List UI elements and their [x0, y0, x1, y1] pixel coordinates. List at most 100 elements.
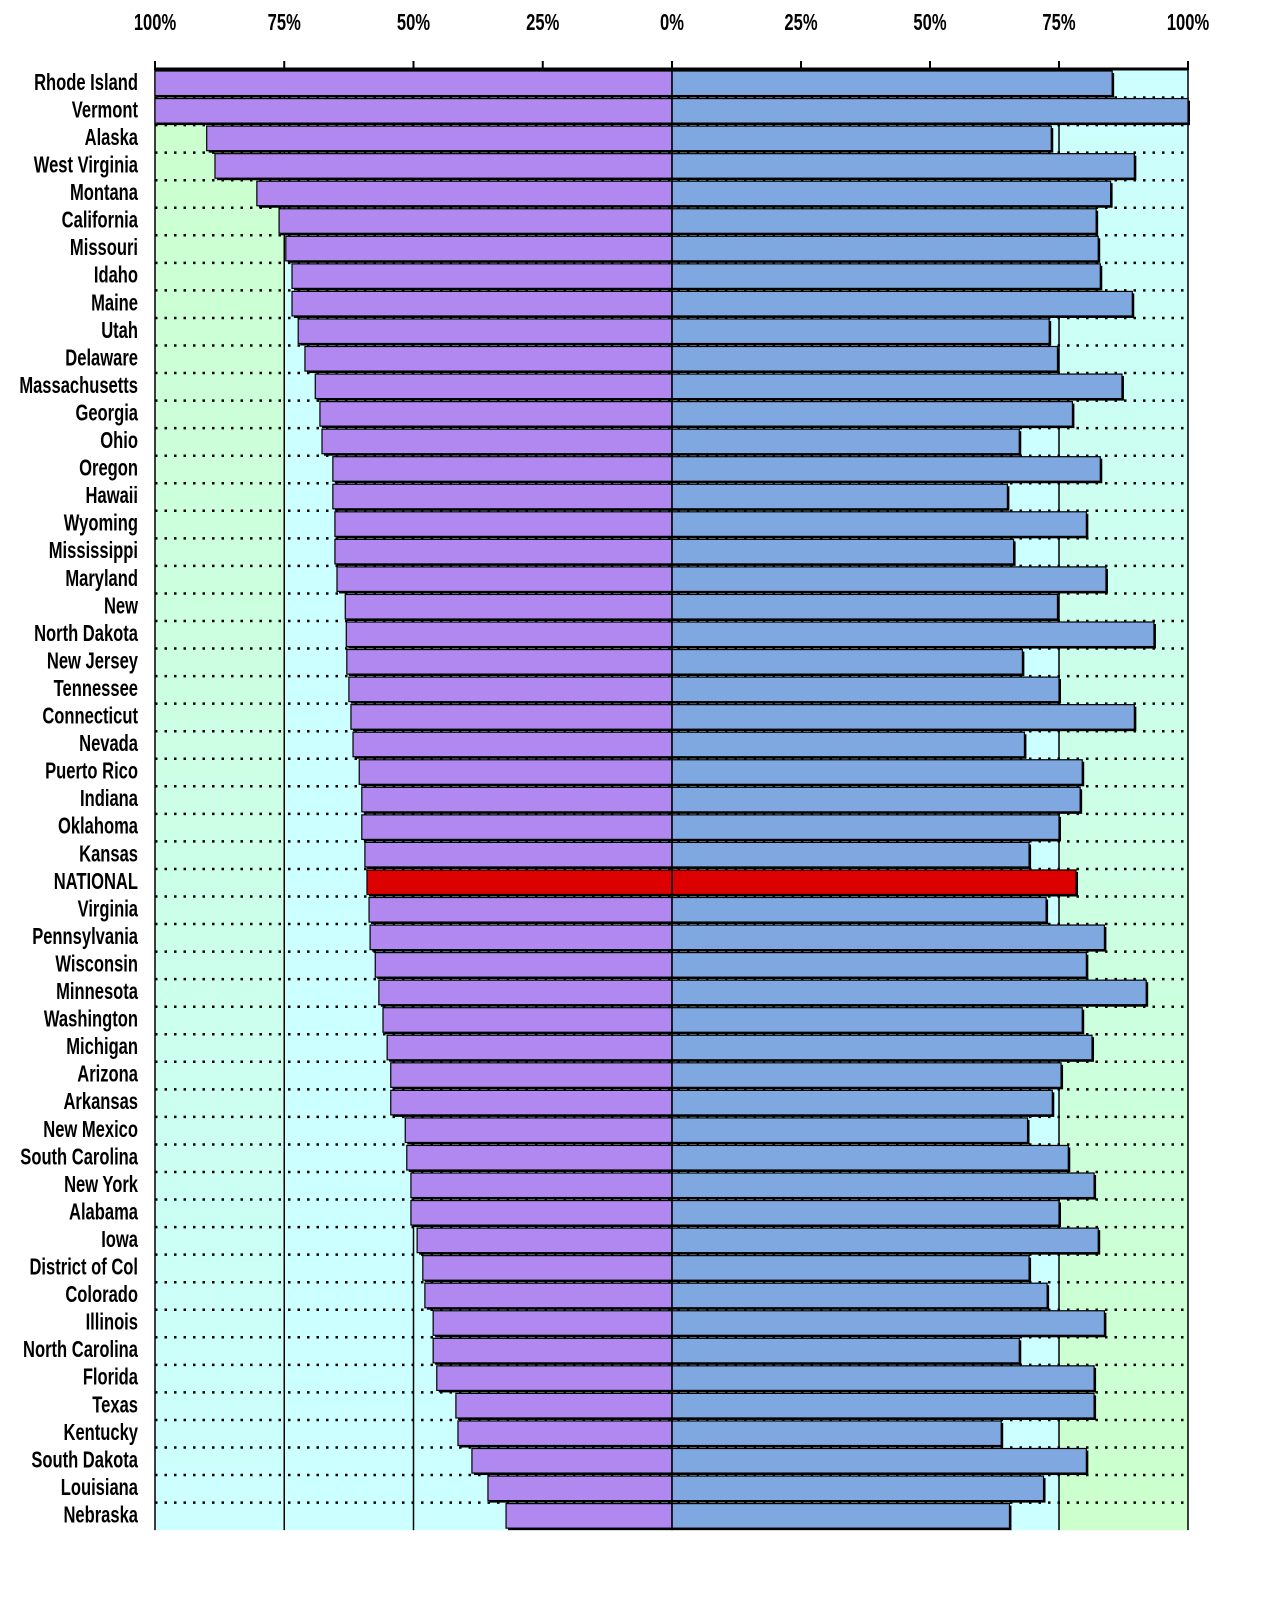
category-label: Missouri: [70, 236, 138, 261]
bar: [671, 1117, 1029, 1144]
category-label: New York: [64, 1172, 139, 1197]
bar: [352, 731, 673, 758]
category-label: Washington: [44, 1007, 138, 1032]
category-label: District of Col: [29, 1255, 138, 1280]
bar: [671, 318, 1050, 345]
bar: [671, 1282, 1048, 1309]
bar: [457, 1420, 673, 1447]
bar: [366, 869, 673, 896]
bar: [206, 125, 673, 152]
bar: [671, 841, 1030, 868]
bar: [671, 180, 1112, 207]
bar: [368, 896, 673, 923]
bar: [671, 1255, 1030, 1281]
bar: [321, 428, 673, 455]
x-tick-label: 75%: [268, 11, 301, 36]
category-label: Iowa: [101, 1227, 139, 1252]
bar: [671, 1199, 1060, 1226]
category-label: Florida: [83, 1365, 139, 1390]
bar: [291, 290, 673, 317]
bar: [285, 235, 673, 262]
category-label: Nevada: [79, 732, 139, 757]
category-label: Mississippi: [49, 539, 138, 564]
bar: [671, 125, 1052, 152]
bar: [671, 1447, 1087, 1474]
bar: [348, 676, 673, 703]
bar: [334, 511, 673, 537]
bar: [291, 263, 673, 290]
category-label: Idaho: [94, 263, 138, 288]
bar: [390, 1062, 673, 1088]
bar: [671, 951, 1087, 978]
bar: [671, 1392, 1095, 1419]
bar: [671, 1365, 1095, 1391]
category-label: Tennessee: [54, 676, 138, 701]
bar: [671, 373, 1123, 400]
category-label: Kentucky: [63, 1420, 138, 1445]
category-label: Texas: [92, 1393, 138, 1418]
category-label: New Jersey: [47, 649, 139, 674]
bar: [487, 1475, 673, 1502]
bar: [671, 97, 1189, 124]
bar: [671, 1337, 1020, 1364]
bar: [671, 1007, 1083, 1033]
category-label: Utah: [101, 318, 138, 343]
bar: [671, 1062, 1062, 1088]
category-label: Alabama: [69, 1200, 139, 1225]
band: [155, 70, 285, 1531]
bar: [344, 593, 673, 620]
category-label: California: [62, 208, 139, 233]
category-label: Illinois: [86, 1310, 138, 1335]
category-label: Vermont: [72, 98, 138, 123]
bar: [671, 208, 1097, 234]
category-label: North Carolina: [23, 1338, 139, 1363]
bar: [432, 1310, 673, 1336]
bar: [671, 1089, 1053, 1116]
x-tick-label: 100%: [134, 11, 176, 36]
bar: [671, 235, 1099, 262]
category-label: Hawaii: [86, 484, 138, 509]
bar: [671, 786, 1081, 813]
bar: [671, 704, 1135, 730]
bar: [410, 1199, 673, 1226]
category-label: South Carolina: [20, 1145, 138, 1170]
bar: [671, 70, 1113, 97]
category-label: Nebraska: [63, 1503, 138, 1528]
bar: [336, 566, 673, 593]
category-label: Puerto Rico: [45, 759, 138, 784]
category-label: New: [104, 594, 138, 619]
category-label: Oregon: [79, 456, 138, 481]
bar: [671, 676, 1060, 703]
bar: [671, 538, 1015, 565]
x-tick-label: 25%: [784, 11, 817, 36]
bar: [671, 593, 1059, 620]
category-label: Louisiana: [61, 1475, 139, 1500]
category-label: NATIONAL: [54, 869, 138, 894]
bar: [671, 979, 1147, 1006]
category-label: Oklahoma: [58, 814, 139, 839]
bar: [390, 1089, 673, 1116]
bar: [319, 401, 673, 427]
bar: [671, 1034, 1093, 1061]
category-label: North Dakota: [34, 621, 139, 646]
bar: [671, 456, 1101, 482]
bar: [671, 1227, 1099, 1254]
bar: [214, 153, 673, 179]
bar: [369, 924, 673, 951]
bar: [671, 731, 1026, 758]
bar: [671, 153, 1135, 179]
category-label: Maine: [91, 291, 138, 316]
bar: [671, 1475, 1045, 1502]
category-label: Michigan: [66, 1035, 138, 1060]
bar: [314, 373, 673, 400]
bar: [382, 1007, 673, 1033]
x-tick-label: 25%: [526, 11, 559, 36]
bar: [505, 1502, 673, 1529]
bar: [671, 924, 1106, 951]
bar: [154, 97, 673, 124]
category-label: Rhode Island: [34, 70, 138, 95]
bar: [364, 841, 673, 868]
x-tick-label: 50%: [913, 11, 946, 36]
bar: [671, 759, 1083, 785]
bar: [304, 345, 673, 372]
